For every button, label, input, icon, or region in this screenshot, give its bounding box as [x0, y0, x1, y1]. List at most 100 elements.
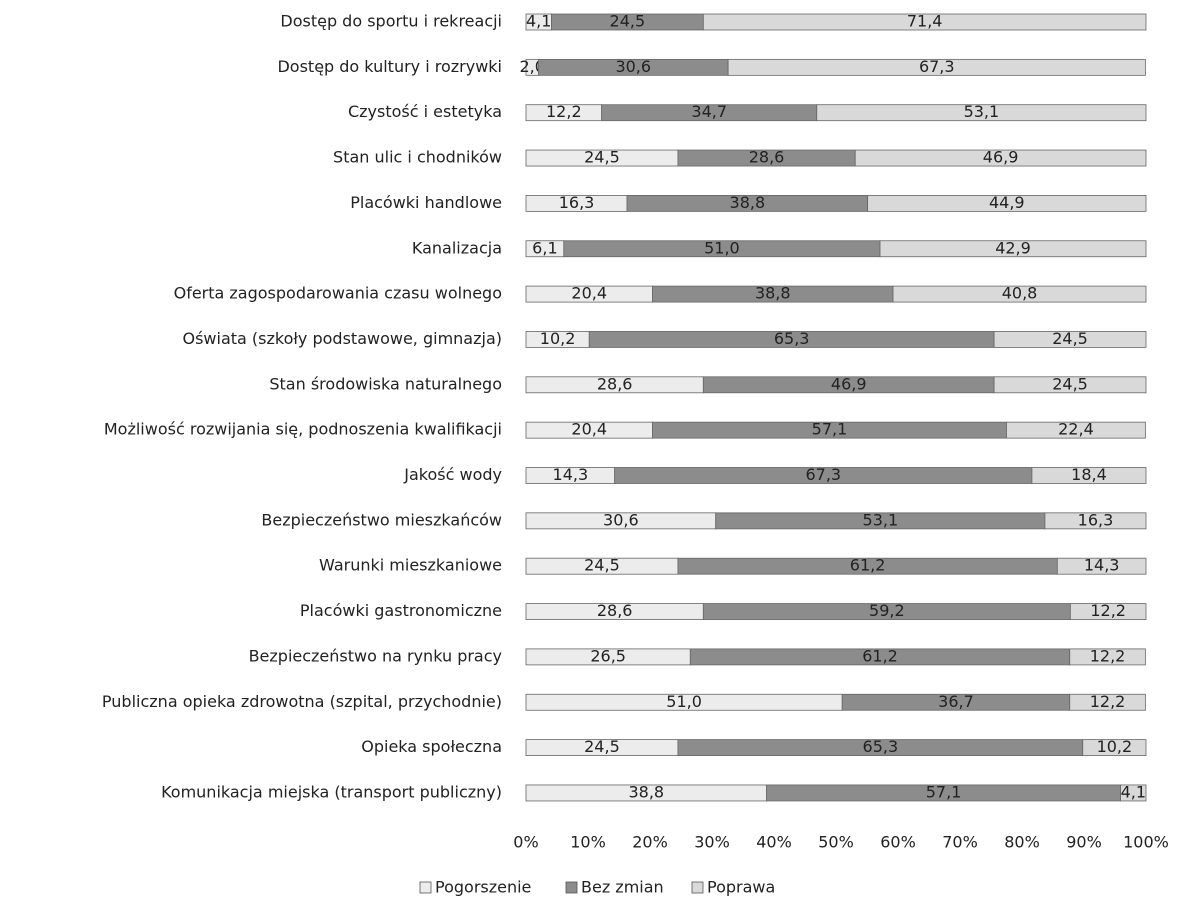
- value-label: 65,3: [863, 737, 899, 756]
- value-label: 4,1: [1121, 782, 1146, 801]
- category-label: Opieka społeczna: [361, 737, 502, 756]
- value-label: 26,5: [590, 646, 626, 665]
- value-label: 28,6: [597, 601, 633, 620]
- value-label: 22,4: [1058, 420, 1094, 439]
- value-label: 61,2: [862, 646, 898, 665]
- category-label: Kanalizacja: [412, 238, 502, 257]
- value-label: 24,5: [584, 148, 620, 167]
- value-label: 20,4: [571, 284, 607, 303]
- value-label: 14,3: [553, 465, 589, 484]
- category-label: Oświata (szkoły podstawowe, gimnazja): [182, 329, 502, 348]
- bar-segment: [1044, 512, 1147, 530]
- bar-segment: [1031, 467, 1147, 484]
- category-label: Czystość i estetyka: [348, 102, 502, 121]
- bar-segment: [1056, 557, 1147, 575]
- value-label: 6,1: [532, 238, 557, 257]
- value-label: 24,5: [1052, 329, 1088, 348]
- bar-segment: [727, 58, 1146, 76]
- value-label: 53,1: [964, 102, 1000, 121]
- value-label: 28,6: [749, 148, 785, 167]
- value-label: 16,3: [559, 193, 595, 212]
- x-tick-label: 100%: [1123, 833, 1169, 852]
- value-label: 12,2: [1090, 601, 1126, 620]
- value-label: 14,3: [1084, 556, 1120, 575]
- value-label: 71,4: [907, 12, 943, 31]
- value-label: 12,2: [1090, 646, 1126, 665]
- x-tick-label: 80%: [1004, 833, 1040, 852]
- x-tick-label: 40%: [756, 833, 792, 852]
- legend-label: Poprawa: [707, 878, 775, 897]
- bar-segment: [993, 331, 1147, 348]
- bar-segment: [816, 104, 1147, 122]
- value-label: 57,1: [812, 420, 848, 439]
- x-tick-label: 50%: [818, 833, 854, 852]
- legend-label: Bez zmian: [581, 878, 664, 897]
- value-label: 51,0: [704, 238, 740, 257]
- bar-segment: [1120, 784, 1147, 802]
- category-label: Warunki mieszkaniowe: [319, 556, 502, 575]
- category-label: Oferta zagospodarowania czasu wolnego: [174, 284, 502, 303]
- x-tick-label: 70%: [942, 833, 978, 852]
- x-tick-label: 90%: [1066, 833, 1102, 852]
- bar-segment: [1069, 648, 1146, 666]
- bar-segment: [1006, 421, 1146, 439]
- value-label: 67,3: [805, 465, 841, 484]
- value-label: 40,8: [1002, 284, 1038, 303]
- value-label: 20,4: [571, 420, 607, 439]
- value-label: 53,1: [863, 510, 899, 529]
- category-label: Dostęp do sportu i rekreacji: [280, 12, 502, 31]
- category-label: Możliwość rozwijania się, podnoszenia kw…: [104, 420, 502, 439]
- legend-label: Pogorszenie: [435, 878, 531, 897]
- x-tick-label: 20%: [632, 833, 668, 852]
- legend-swatch: [691, 881, 704, 894]
- value-label: 28,6: [597, 374, 633, 393]
- value-label: 38,8: [628, 782, 664, 801]
- category-label: Publiczna opieka zdrowotna (szpital, prz…: [102, 692, 502, 711]
- value-label: 38,8: [755, 284, 791, 303]
- value-label: 12,2: [546, 102, 582, 121]
- category-label: Jakość wody: [403, 465, 502, 484]
- bar-segment: [892, 285, 1147, 303]
- bar-segment: [854, 149, 1147, 167]
- value-label: 10,2: [1097, 737, 1133, 756]
- category-label: Bezpieczeństwo mieszkańców: [261, 510, 502, 529]
- bar-segment: [1069, 603, 1147, 620]
- value-label: 61,2: [850, 556, 886, 575]
- value-label: 30,6: [615, 57, 651, 76]
- value-label: 12,2: [1090, 692, 1126, 711]
- value-label: 44,9: [989, 193, 1025, 212]
- x-tick-label: 10%: [570, 833, 606, 852]
- category-label: Bezpieczeństwo na rynku pracy: [249, 646, 502, 665]
- value-label: 10,2: [540, 329, 576, 348]
- bar-segment: [993, 376, 1147, 394]
- value-label: 57,1: [926, 782, 962, 801]
- bar-segment: [702, 13, 1147, 31]
- value-label: 16,3: [1078, 510, 1114, 529]
- x-tick-label: 0%: [513, 833, 538, 852]
- bar-segment: [867, 194, 1147, 212]
- category-label: Dostęp do kultury i rozrywki: [277, 57, 502, 76]
- category-label: Placówki gastronomiczne: [300, 601, 502, 620]
- value-label: 24,5: [610, 12, 646, 31]
- value-label: 18,4: [1071, 465, 1107, 484]
- value-label: 24,5: [584, 556, 620, 575]
- value-label: 38,8: [730, 193, 766, 212]
- x-tick-label: 30%: [694, 833, 730, 852]
- value-label: 65,3: [774, 329, 810, 348]
- bar-segment: [879, 240, 1147, 258]
- value-label: 67,3: [919, 57, 955, 76]
- value-label: 42,9: [995, 238, 1031, 257]
- value-label: 46,9: [831, 374, 867, 393]
- category-label: Komunikacja miejska (transport publiczny…: [161, 782, 502, 801]
- bar-segment: [1082, 739, 1147, 756]
- bar-segment: [1069, 693, 1146, 711]
- category-label: Stan ulic i chodników: [333, 148, 502, 167]
- value-label: 24,5: [1052, 374, 1088, 393]
- value-label: 34,7: [691, 102, 727, 121]
- value-label: 59,2: [869, 601, 905, 620]
- legend-swatch: [419, 881, 432, 894]
- value-label: 46,9: [983, 148, 1019, 167]
- value-label: 4,1: [526, 12, 551, 31]
- legend-swatch: [565, 881, 578, 894]
